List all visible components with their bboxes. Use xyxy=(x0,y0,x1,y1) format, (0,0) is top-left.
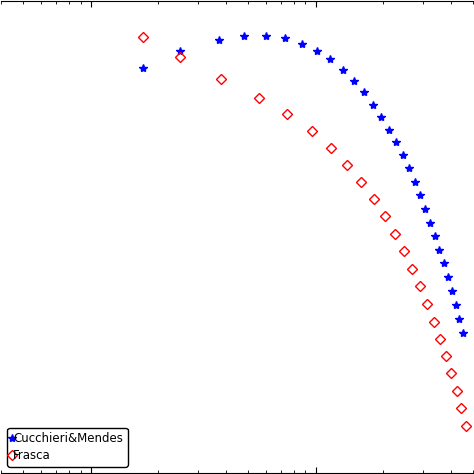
Frasca xyxy=(437,337,443,342)
Frasca xyxy=(454,388,459,394)
Cucchieri&Mendes xyxy=(282,36,288,41)
Frasca xyxy=(448,371,454,376)
Cucchieri&Mendes xyxy=(460,330,465,336)
Cucchieri&Mendes xyxy=(299,41,305,46)
Cucchieri&Mendes xyxy=(351,78,356,83)
Frasca xyxy=(401,248,407,254)
Frasca xyxy=(410,266,415,272)
Line: Frasca: Frasca xyxy=(139,34,470,429)
Cucchieri&Mendes xyxy=(393,139,399,145)
Frasca xyxy=(309,128,314,134)
Frasca xyxy=(424,301,430,307)
Frasca xyxy=(358,179,364,184)
Cucchieri&Mendes xyxy=(263,33,269,38)
Cucchieri&Mendes xyxy=(432,233,438,238)
Cucchieri&Mendes xyxy=(456,316,462,322)
Frasca xyxy=(218,76,224,82)
Cucchieri&Mendes xyxy=(406,165,411,171)
Cucchieri&Mendes xyxy=(386,127,392,132)
Line: Cucchieri&Mendes: Cucchieri&Mendes xyxy=(138,31,467,337)
Cucchieri&Mendes xyxy=(445,274,451,280)
Legend: Cucchieri&Mendes, Frasca: Cucchieri&Mendes, Frasca xyxy=(7,428,128,467)
Frasca xyxy=(256,95,262,101)
Frasca xyxy=(459,405,465,411)
Frasca xyxy=(140,34,146,40)
Cucchieri&Mendes xyxy=(140,65,146,71)
Frasca xyxy=(431,319,437,325)
Cucchieri&Mendes xyxy=(327,56,333,62)
Cucchieri&Mendes xyxy=(216,37,221,43)
Cucchieri&Mendes xyxy=(453,302,458,308)
Cucchieri&Mendes xyxy=(428,220,433,226)
Cucchieri&Mendes xyxy=(449,288,455,294)
Cucchieri&Mendes xyxy=(441,261,447,266)
Frasca xyxy=(463,423,469,429)
Cucchieri&Mendes xyxy=(378,114,384,120)
Frasca xyxy=(443,354,449,359)
Cucchieri&Mendes xyxy=(241,33,247,39)
Cucchieri&Mendes xyxy=(314,48,319,54)
Cucchieri&Mendes xyxy=(177,48,183,54)
Frasca xyxy=(284,111,290,117)
Cucchieri&Mendes xyxy=(361,90,367,95)
Frasca xyxy=(392,231,398,237)
Cucchieri&Mendes xyxy=(400,152,405,158)
Cucchieri&Mendes xyxy=(340,67,346,73)
Frasca xyxy=(344,162,350,168)
Cucchieri&Mendes xyxy=(412,179,418,184)
Frasca xyxy=(417,283,423,289)
Frasca xyxy=(177,55,183,60)
Frasca xyxy=(382,213,388,219)
Cucchieri&Mendes xyxy=(437,247,442,253)
Cucchieri&Mendes xyxy=(422,206,428,212)
Cucchieri&Mendes xyxy=(370,102,376,108)
Frasca xyxy=(371,196,377,202)
Frasca xyxy=(328,145,334,151)
Cucchieri&Mendes xyxy=(417,192,423,198)
